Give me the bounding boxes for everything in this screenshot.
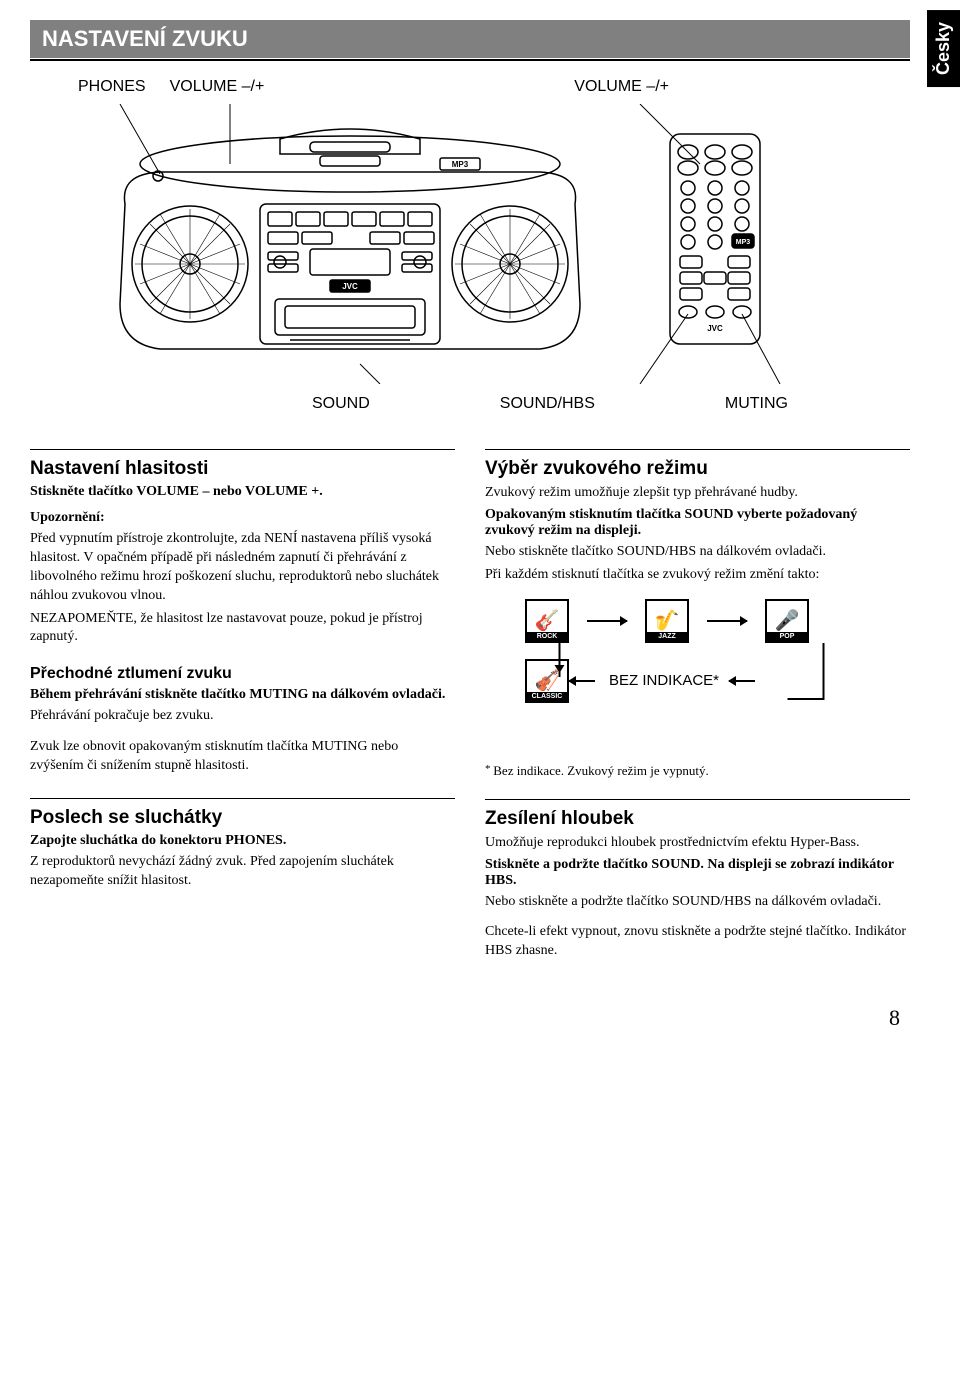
label-sound: SOUND <box>312 395 370 413</box>
mode-classic-icon: 🎻CLASSIC <box>525 659 569 703</box>
section-bass-instruction: Stiskněte a podržte tlačítko SOUND. Na d… <box>485 857 910 889</box>
section-bass-p3: Chcete-li efekt vypnout, znovu stiskněte… <box>485 923 910 961</box>
svg-text:MP3: MP3 <box>736 239 751 246</box>
section-soundmode-p2: Nebo stiskněte tlačítko SOUND/HBS na dál… <box>485 543 910 562</box>
warning-p1: Před vypnutím přístroje zkontrolujte, zd… <box>30 530 455 606</box>
arrow-icon <box>729 680 755 682</box>
no-indication-label: BEZ INDIKACE* <box>609 672 719 689</box>
label-volume-device: VOLUME –/+ <box>170 78 265 96</box>
page-number: 8 <box>30 1005 910 1031</box>
mode-rock-icon: 🎸ROCK <box>525 599 569 643</box>
label-muting: MUTING <box>725 395 788 413</box>
label-phones: PHONES <box>78 78 146 96</box>
arrow-icon <box>569 680 595 682</box>
svg-text:MP3: MP3 <box>452 160 469 169</box>
warning-head: Upozornění: <box>30 510 455 526</box>
mode-pop-icon: 🎤POP <box>765 599 809 643</box>
section-headphones-instruction: Zapojte sluchátka do konektoru PHONES. <box>30 833 455 849</box>
product-line-drawing: MP3 <box>70 104 890 384</box>
device-diagram: PHONES VOLUME –/+ VOLUME –/+ MP3 <box>70 78 890 413</box>
page-header: NASTAVENÍ ZVUKU <box>30 20 910 58</box>
section-mute-p1: Přehrávání pokračuje bez zvuku. <box>30 707 455 726</box>
section-soundmode-instruction: Opakovaným stisknutím tlačítka SOUND vyb… <box>485 507 910 539</box>
footnote: * Bez indikace. Zvukový režim je vypnutý… <box>485 763 910 779</box>
section-mute-instruction: Během přehrávání stiskněte tlačítko MUTI… <box>30 687 455 703</box>
left-column: Nastavení hlasitosti Stiskněte tlačítko … <box>30 443 455 965</box>
section-mute-p2: Zvuk lze obnovit opakovaným stisknutím t… <box>30 738 455 776</box>
section-soundmode-p3: Při každém stisknutí tlačítka se zvukový… <box>485 566 910 585</box>
section-volume-title: Nastavení hlasitosti <box>30 458 455 480</box>
mode-jazz-icon: 🎷JAZZ <box>645 599 689 643</box>
label-sound-hbs: SOUND/HBS <box>500 395 595 413</box>
svg-text:JVC: JVC <box>342 282 358 291</box>
right-column: Výběr zvukového režimu Zvukový režim umo… <box>485 443 910 965</box>
label-volume-remote: VOLUME –/+ <box>574 78 669 96</box>
section-bass-p1: Umožňuje reprodukci hloubek prostřednict… <box>485 834 910 853</box>
svg-text:JVC: JVC <box>707 324 723 333</box>
section-headphones-p1: Z reproduktorů nevychází žádný zvuk. Pře… <box>30 853 455 891</box>
arrow-icon <box>707 620 747 622</box>
arrow-icon <box>587 620 627 622</box>
language-tab: Česky <box>927 10 960 87</box>
section-bass-p2: Nebo stiskněte a podržte tlačítko SOUND/… <box>485 893 910 912</box>
section-mute-title: Přechodné ztlumení zvuku <box>30 665 455 683</box>
section-soundmode-p1: Zvukový režim umožňuje zlepšit typ přehr… <box>485 484 910 503</box>
sound-mode-diagram: 🎸ROCK 🎷JAZZ 🎤POP 🎻CLASSIC <box>525 599 910 749</box>
warning-p2: NEZAPOMEŇTE, že hlasitost lze nastavovat… <box>30 610 455 648</box>
section-volume-instruction: Stiskněte tlačítko VOLUME – nebo VOLUME … <box>30 484 455 500</box>
section-headphones-title: Poslech se sluchátky <box>30 807 455 829</box>
section-soundmode-title: Výběr zvukového režimu <box>485 458 910 480</box>
section-bass-title: Zesílení hloubek <box>485 808 910 830</box>
